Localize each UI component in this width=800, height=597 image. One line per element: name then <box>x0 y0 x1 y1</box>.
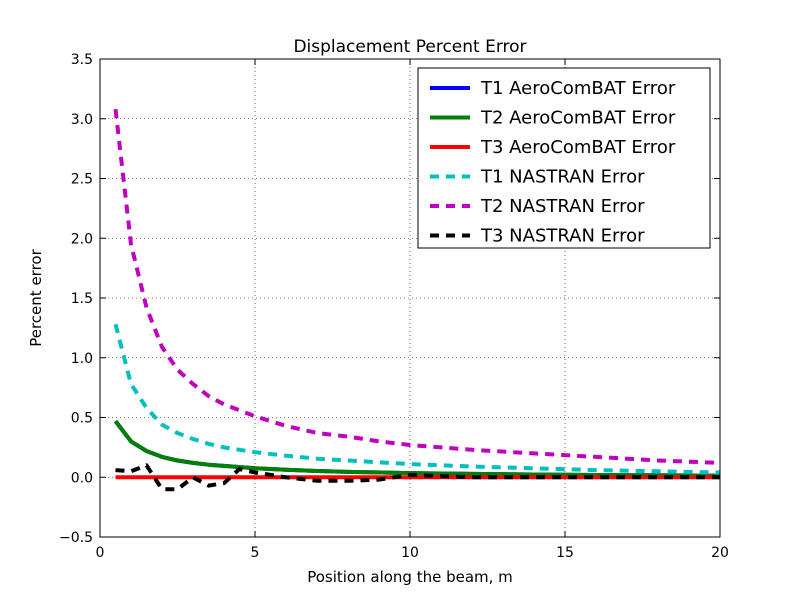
series-line-1 <box>113 419 720 478</box>
y-tick-label: 0.0 <box>71 470 93 486</box>
series-line-6 <box>115 463 720 492</box>
y-tick-label: −0.5 <box>59 530 93 546</box>
series-line-5 <box>113 108 720 465</box>
y-tick-label: 3.0 <box>71 112 93 128</box>
y-tick-label: 2.5 <box>71 172 93 188</box>
chart-title: Displacement Percent Error <box>293 37 526 57</box>
x-tick-label: 20 <box>711 545 729 561</box>
y-axis-label: Percent error <box>27 248 45 346</box>
series-line-2 <box>113 419 720 478</box>
series-line-4 <box>113 323 720 475</box>
series-layer <box>113 108 720 492</box>
x-axis-label: Position along the beam, m <box>307 568 513 586</box>
x-tick-label: 5 <box>251 545 260 561</box>
x-tick-label: 10 <box>401 545 419 561</box>
legend-label: T1 NASTRAN Error <box>480 167 645 188</box>
legend: T1 AeroComBAT Error T2 AeroComBAT Error T3… <box>417 67 711 249</box>
y-tick-label: 2.0 <box>71 231 93 247</box>
legend-label: T3 AeroComBAT Error <box>480 137 676 158</box>
y-tick-label: 3.5 <box>71 52 93 68</box>
legend-box <box>417 67 711 249</box>
axis-ticks: 0 5 10 15 20 −0.5 0.0 0.5 1.0 1.5 2.0 2.5 3.0 3.5 <box>59 52 729 561</box>
legend-label: T3 NASTRAN Error <box>480 226 645 247</box>
y-tick-label: 1.5 <box>71 291 93 307</box>
x-tick-label: 15 <box>556 545 574 561</box>
y-tick-label: 1.0 <box>71 351 93 367</box>
y-tick-label: 0.5 <box>71 411 93 427</box>
legend-label: T1 AeroComBAT Error <box>480 78 676 99</box>
x-tick-label: 0 <box>96 545 105 561</box>
legend-label: T2 AeroComBAT Error <box>480 108 676 129</box>
legend-label: T2 NASTRAN Error <box>480 196 645 217</box>
